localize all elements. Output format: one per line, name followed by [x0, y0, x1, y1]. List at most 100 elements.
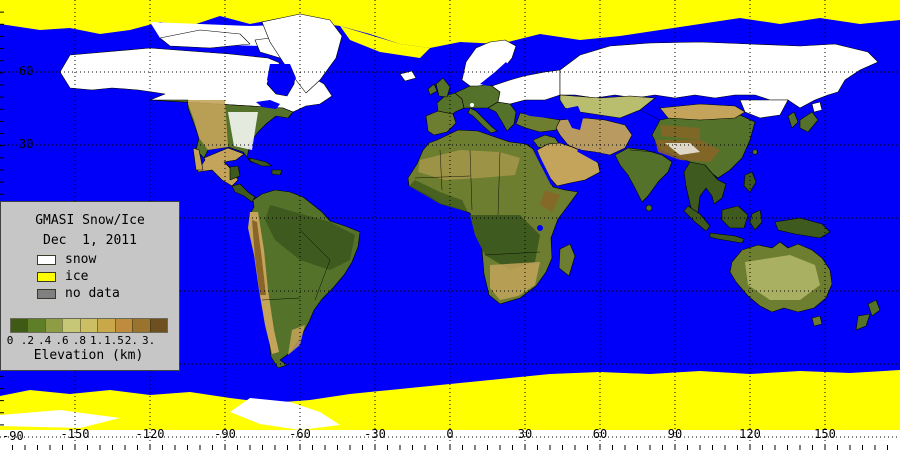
- lon-tick-label: 90: [667, 427, 683, 441]
- japan-hokkaido: [811, 101, 823, 113]
- rockies-snow: [228, 112, 258, 150]
- congo-forest: [470, 215, 540, 270]
- baja-california: [192, 147, 204, 171]
- new-guinea: [774, 217, 831, 239]
- lon-tick-label: 0: [446, 427, 454, 441]
- border-line: [299, 229, 331, 301]
- edge-ticks: [0, 11, 888, 450]
- lake-victoria: [537, 225, 543, 231]
- antarctic-snow-patch: [0, 410, 120, 428]
- central-asia-steppe: [559, 94, 656, 119]
- new-zealand-north: [867, 299, 881, 317]
- tasmania: [811, 315, 823, 327]
- border-line: [439, 149, 443, 191]
- mongolia: [659, 103, 746, 121]
- taiwan: [752, 149, 758, 155]
- colorbar-segment: [44, 319, 63, 332]
- colorbar-tick-label: 1.5: [104, 334, 124, 347]
- legend-entry-label: no data: [65, 286, 120, 301]
- taklamakan: [660, 125, 700, 140]
- colorbar-segment: [11, 319, 28, 332]
- great-lakes: [256, 100, 280, 109]
- persian-gulf: [577, 148, 597, 162]
- legend-entry: snow: [37, 251, 120, 268]
- patagonia: [288, 325, 305, 355]
- sahara: [418, 150, 520, 180]
- southern-africa-plateau: [490, 262, 540, 300]
- britain: [435, 77, 451, 98]
- lat-tick-label: -90: [2, 429, 24, 443]
- lon-tick-label: 60: [592, 427, 608, 441]
- colorbar-segment: [97, 319, 115, 332]
- manchuria-snow: [739, 99, 789, 119]
- arctic-ice-patch: [340, 26, 430, 58]
- colorbar-tick-label: 2.: [124, 334, 138, 347]
- amazon-forest: [265, 205, 355, 270]
- lon-tick-label: -150: [60, 427, 90, 441]
- new-zealand-south: [855, 313, 871, 331]
- italy: [467, 107, 498, 134]
- cuba: [249, 157, 273, 167]
- border-line: [469, 149, 473, 211]
- border-line: [414, 175, 471, 179]
- baltic-sea: [480, 62, 511, 86]
- lon-tick-label: 120: [739, 427, 761, 441]
- andes-high: [252, 220, 266, 295]
- yucatan: [229, 165, 241, 181]
- legend-title: GMASI Snow/Ice: [35, 213, 145, 228]
- southeast-asia: [683, 161, 727, 219]
- turkey: [515, 112, 561, 133]
- elevation-caption: Elevation (km): [33, 348, 144, 363]
- west-africa-forest: [409, 180, 468, 212]
- iberia: [425, 110, 457, 136]
- elevation-ticks: 0 .2 .4.6.8 1. 1.5 2. 3.: [1, 334, 181, 347]
- colorbar-tick-label: 3.: [142, 334, 156, 347]
- madagascar: [558, 243, 576, 277]
- legend-swatch: [37, 254, 56, 265]
- ireland: [427, 83, 438, 96]
- colorbar-segment: [62, 319, 80, 332]
- korea: [787, 111, 799, 129]
- legend-entry-label: ice: [65, 269, 89, 284]
- greenland: [261, 13, 343, 94]
- inland-water: [256, 62, 597, 231]
- colorbar-tick-label: 1.: [90, 334, 104, 347]
- balkans-greece: [487, 101, 517, 132]
- japan-honshu: [799, 111, 819, 133]
- legend-panel: GMASI Snow/Ice Dec 1, 2011 snow ice no dat…: [0, 201, 180, 371]
- scandinavia-snow: [461, 39, 517, 87]
- legend-entry-label: snow: [65, 252, 97, 267]
- border-line: [484, 251, 541, 256]
- black-sea: [520, 105, 553, 118]
- colorbar-tick-label: .2: [20, 334, 34, 347]
- arctic-archipelago: [159, 29, 251, 49]
- elevation-colorbar: [10, 318, 168, 333]
- continents: [59, 13, 881, 369]
- legend-swatch: [37, 288, 56, 299]
- border-line: [261, 297, 301, 301]
- colorbar-tick-label: .6: [55, 334, 69, 347]
- border-line: [629, 149, 656, 153]
- colorbar-segment: [114, 319, 133, 332]
- east-europe-snow: [491, 69, 561, 105]
- australia-outback: [745, 255, 820, 300]
- tibet-snow: [665, 143, 700, 155]
- sri-lanka: [645, 204, 653, 212]
- legend-swatch: [37, 271, 56, 282]
- border-line: [639, 109, 661, 121]
- colorbar-segment: [79, 319, 98, 332]
- philippines: [743, 171, 757, 193]
- lat-tick-label: 60: [19, 64, 34, 78]
- hispaniola: [271, 169, 283, 176]
- legend-entries: snow ice no data: [37, 251, 120, 302]
- lon-tick-label: -120: [135, 427, 165, 441]
- country-borders: [261, 109, 661, 301]
- lat-tick-label: 30: [19, 137, 34, 151]
- legend-entry: no data: [37, 285, 120, 302]
- alps-snow: [470, 103, 474, 107]
- antarctic-peninsula-snow: [230, 398, 340, 430]
- borneo: [721, 205, 749, 229]
- lon-tick-label: -30: [364, 427, 386, 441]
- colorbar-segment: [149, 319, 167, 332]
